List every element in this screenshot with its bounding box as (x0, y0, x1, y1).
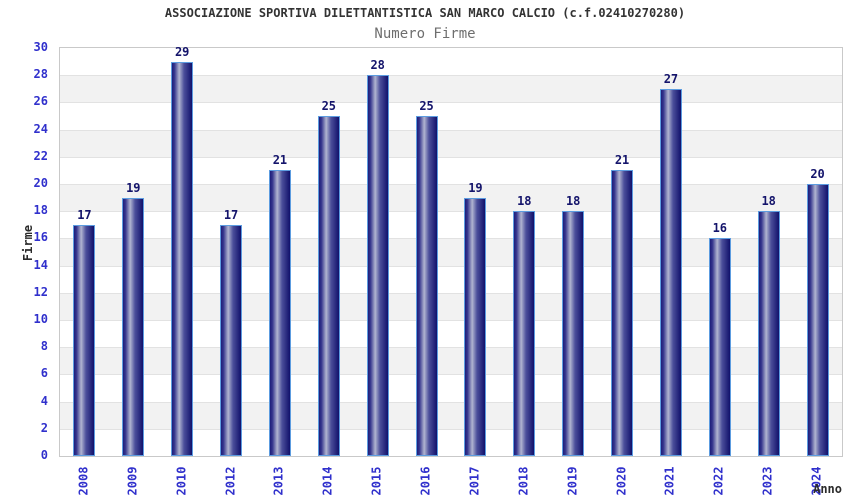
gridline (60, 102, 842, 104)
y-tick-label: 4 (40, 393, 48, 408)
x-axis-title: Anno (813, 482, 842, 496)
bar-value-label: 16 (712, 221, 728, 236)
x-tick-label-text: 2017 (467, 466, 482, 496)
bar-value-label: 27 (663, 71, 679, 86)
bar-value-label: 18 (565, 194, 581, 209)
bar (562, 211, 585, 456)
x-tick-label-text: 2022 (711, 466, 726, 496)
y-tick-label: 26 (33, 94, 48, 109)
gridline (60, 265, 842, 267)
gridline (60, 211, 842, 213)
gridline (60, 75, 842, 77)
x-tick-label-text: 2019 (565, 466, 580, 496)
x-tick-label-text: 2009 (125, 466, 140, 496)
x-tick-label: 2020 (599, 458, 643, 500)
bar-value-label: 18 (761, 194, 776, 209)
x-tick-label-text: 2014 (320, 466, 335, 496)
gridline (60, 428, 842, 430)
plot-area: 17 19 29 17 21 25 28 25 19 18 18 21 27 16 18 20 (59, 44, 843, 457)
y-tick-label: 2 (40, 420, 48, 435)
bar (366, 75, 389, 456)
bar-value-label: 17 (223, 207, 239, 222)
y-tick-label: 28 (33, 67, 48, 82)
x-tick-label-text: 2015 (369, 466, 384, 496)
y-tick-label: 22 (33, 148, 48, 163)
bar-value-label: 17 (77, 207, 92, 222)
y-tick-label: 0 (40, 448, 48, 462)
gridline (60, 347, 842, 349)
bar-value-label: 20 (810, 167, 825, 181)
gridline (60, 401, 842, 403)
x-tick-label: 2023 (746, 458, 790, 500)
bar (757, 211, 780, 456)
bar-value-label: 19 (126, 180, 141, 195)
bar (708, 238, 731, 456)
chart-title: ASSOCIAZIONE SPORTIVA DILETTANTISTICA SA… (164, 6, 686, 20)
gridline (60, 184, 842, 185)
bar-value-label: 18 (517, 194, 532, 209)
x-tick-label-text: 2021 (662, 466, 677, 496)
bar-value-label: 25 (321, 99, 337, 113)
bar (806, 184, 829, 456)
gridline (60, 320, 842, 321)
y-tick-label: 16 (33, 230, 48, 245)
y-tick-label: 14 (33, 257, 48, 272)
x-tick-label: 2010 (159, 458, 203, 500)
gridline (60, 374, 842, 376)
bar (317, 116, 340, 456)
y-tick-label: 18 (33, 203, 48, 218)
y-tick-label: 6 (40, 366, 48, 381)
gridline (60, 238, 842, 240)
x-tick-label: 2021 (648, 458, 692, 500)
gridline (60, 292, 842, 294)
x-tick-label-text: 2016 (418, 466, 433, 496)
bar (464, 197, 487, 456)
x-axis-title-text: Anno (813, 482, 842, 496)
bar (122, 197, 145, 456)
y-tick-label: 12 (33, 284, 48, 299)
gridline (60, 129, 842, 131)
y-tick-label: 8 (40, 339, 48, 354)
x-tick-label: 2022 (697, 458, 741, 500)
x-tick-label: 2008 (61, 458, 105, 500)
x-tick-label: 2013 (257, 458, 301, 500)
bar (659, 88, 682, 456)
bar (415, 116, 438, 456)
bar-value-label: 21 (614, 153, 630, 168)
bar-value-label: 21 (272, 153, 288, 168)
gridline (60, 156, 842, 158)
y-tick-label: 24 (33, 121, 48, 136)
x-tick-label-text: 2020 (614, 466, 629, 496)
x-tick-label-text: 2013 (271, 466, 286, 496)
x-tick-label-text: 2010 (174, 466, 189, 496)
bar (513, 211, 536, 456)
x-tick-label: 2012 (208, 458, 252, 500)
chart-subtitle: Numero Firme (374, 26, 476, 42)
bar-value-label: 28 (370, 58, 385, 73)
y-tick-label: 30 (33, 40, 48, 54)
x-tick-label-text: 2023 (760, 466, 775, 496)
x-tick-label-text: 2012 (223, 466, 238, 496)
bar (268, 170, 291, 456)
bar (171, 61, 194, 456)
x-tick-label: 2015 (355, 458, 399, 500)
bar (73, 224, 96, 456)
bar (220, 224, 243, 456)
bar (611, 170, 634, 456)
bar-value-label: 19 (468, 180, 483, 195)
x-tick-label: 2017 (452, 458, 496, 500)
x-tick-label: 2016 (404, 458, 448, 500)
y-tick-label: 10 (33, 312, 48, 326)
x-tick-label: 2018 (501, 458, 545, 500)
x-tick-label-text: 2018 (516, 466, 531, 496)
y-tick-label: 20 (33, 176, 48, 190)
x-tick-label: 2009 (110, 458, 154, 500)
bar-value-label: 25 (419, 99, 434, 113)
x-tick-label: 2014 (306, 458, 350, 500)
x-tick-label: 2019 (550, 458, 594, 500)
bar-value-label: 29 (174, 44, 190, 59)
x-tick-label-text: 2008 (76, 466, 91, 496)
